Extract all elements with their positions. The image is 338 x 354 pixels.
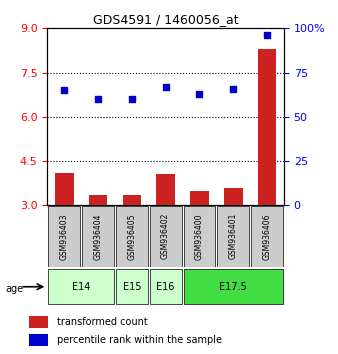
Point xyxy=(62,87,67,93)
Bar xyxy=(184,269,283,304)
Text: GSM936406: GSM936406 xyxy=(263,213,271,259)
Bar xyxy=(217,206,249,267)
Text: GSM936405: GSM936405 xyxy=(127,213,136,259)
Text: GSM936400: GSM936400 xyxy=(195,213,204,259)
Point xyxy=(129,96,135,102)
Text: E17.5: E17.5 xyxy=(219,282,247,292)
Bar xyxy=(190,190,209,205)
Bar xyxy=(156,175,175,205)
Text: transformed count: transformed count xyxy=(57,317,148,327)
Point xyxy=(264,33,270,38)
Bar xyxy=(123,195,141,205)
Bar xyxy=(258,49,276,205)
Bar xyxy=(48,206,80,267)
Bar xyxy=(224,188,243,205)
Text: GSM936402: GSM936402 xyxy=(161,213,170,259)
Bar xyxy=(29,316,48,328)
Bar xyxy=(116,206,148,267)
Bar xyxy=(55,173,74,205)
Bar xyxy=(48,269,114,304)
Bar xyxy=(150,269,182,304)
Text: GSM936403: GSM936403 xyxy=(60,213,69,259)
Point xyxy=(95,96,101,102)
Bar xyxy=(251,206,283,267)
Point xyxy=(231,86,236,91)
Text: age: age xyxy=(5,284,23,294)
Title: GDS4591 / 1460056_at: GDS4591 / 1460056_at xyxy=(93,13,238,26)
Bar xyxy=(184,206,215,267)
Bar xyxy=(82,206,114,267)
Text: E16: E16 xyxy=(156,282,175,292)
Bar xyxy=(29,334,48,346)
Point xyxy=(163,84,168,90)
Text: GSM936401: GSM936401 xyxy=(229,213,238,259)
Bar xyxy=(116,269,148,304)
Text: percentile rank within the sample: percentile rank within the sample xyxy=(57,335,222,345)
Text: E14: E14 xyxy=(72,282,90,292)
Bar xyxy=(150,206,182,267)
Text: E15: E15 xyxy=(123,282,141,292)
Text: GSM936404: GSM936404 xyxy=(94,213,102,259)
Point xyxy=(197,91,202,97)
Bar xyxy=(89,195,107,205)
